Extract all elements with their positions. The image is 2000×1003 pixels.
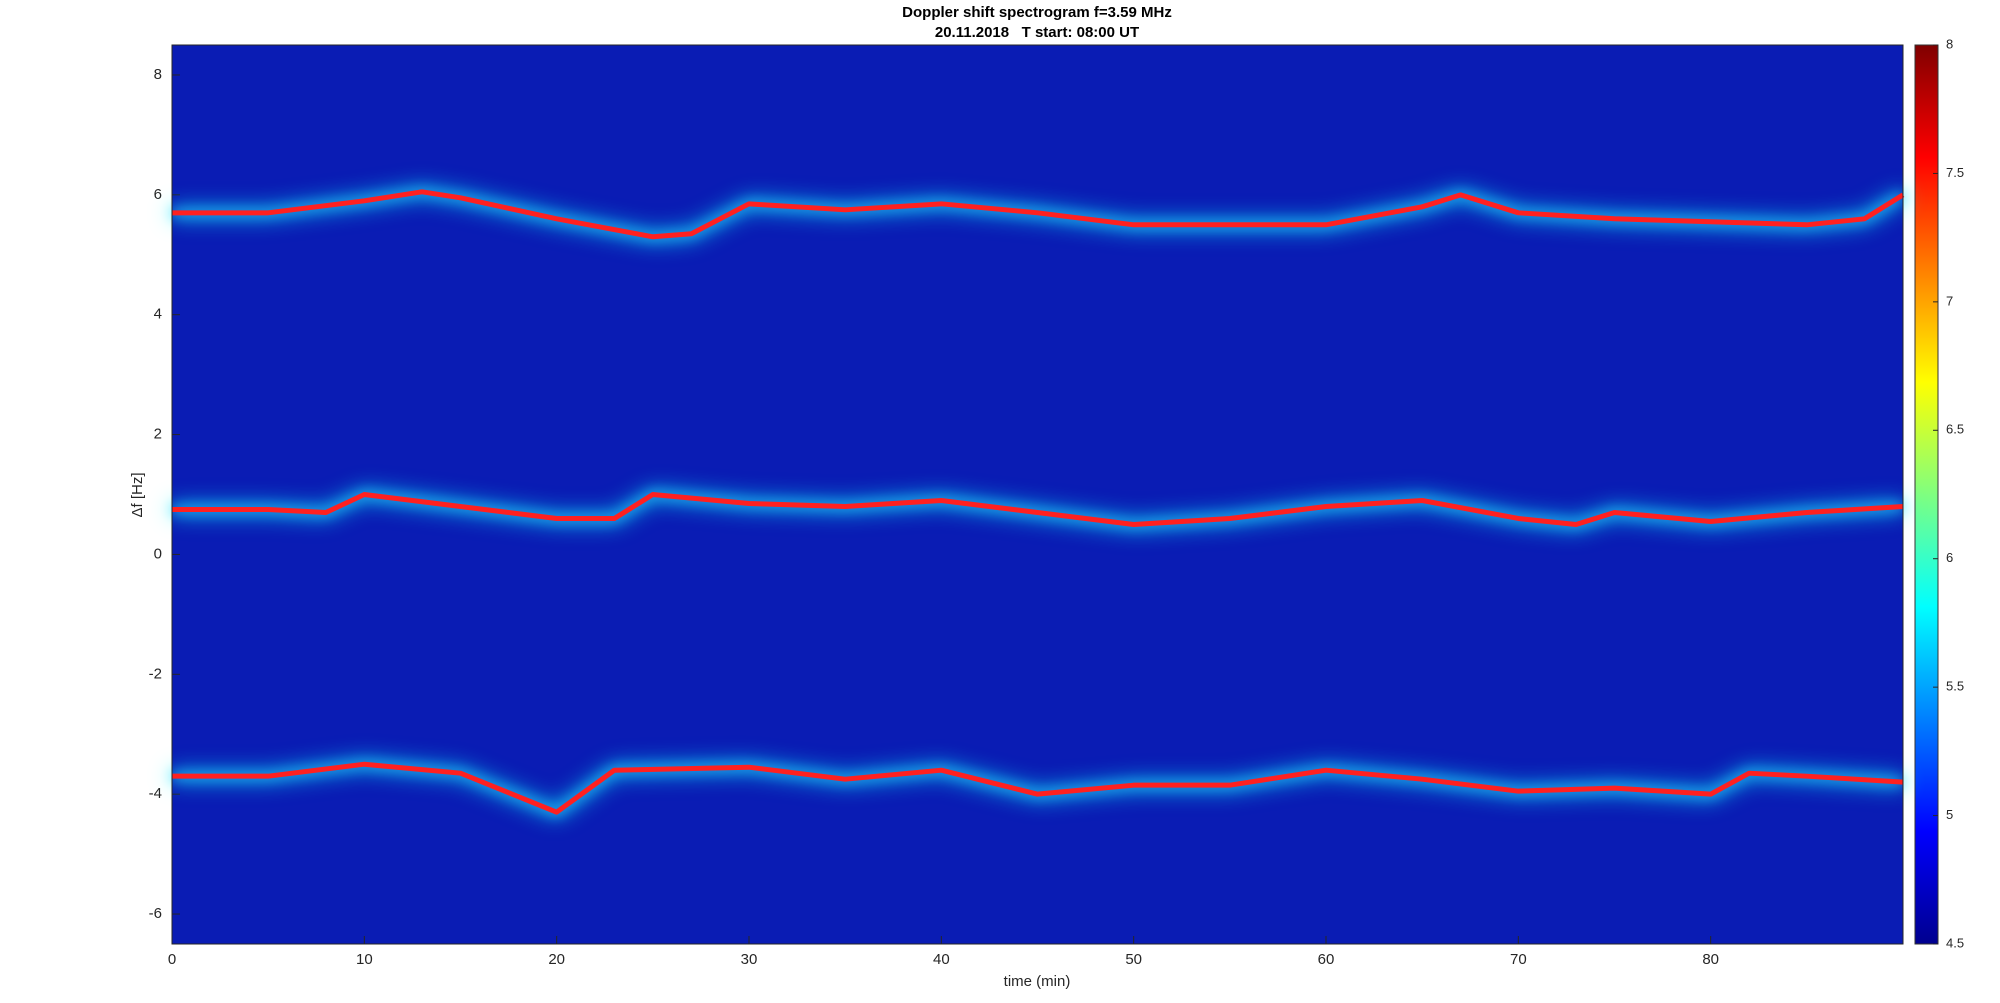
chart-subtitle: 20.11.2018 T start: 08:00 UT [935,24,1139,41]
doppler-trace [172,492,1904,527]
colorbar-tick-label: 4.5 [1946,935,1964,950]
y-tick-label: 6 [154,186,162,203]
colorbar-tick-label: 6 [1946,550,1953,565]
colorbar-tick-label: 8 [1946,36,1953,51]
x-tick-label: 10 [356,951,373,968]
colorbar-tick-label: 7.5 [1946,165,1964,180]
x-tick-label: 70 [1510,951,1527,968]
x-axis-label: time (min) [1004,973,1071,990]
plot-background [172,45,1903,944]
y-tick-label: 0 [154,545,162,562]
x-tick-label: 20 [548,951,565,968]
y-tick-label: -4 [149,785,162,802]
doppler-trace [172,761,1904,815]
doppler-trace [172,189,1905,240]
y-tick-label: 2 [154,426,162,443]
x-tick-label: 30 [741,951,758,968]
y-tick-label: -6 [149,905,162,922]
y-tick-label: -2 [149,665,162,682]
y-axis-label: Δf [Hz] [129,472,146,517]
colorbar-tick-label: 5.5 [1946,679,1964,694]
y-tick-label: 8 [154,66,162,83]
x-tick-label: 0 [168,951,176,968]
x-tick-label: 80 [1702,951,1719,968]
plot-frame [171,44,1904,945]
y-tick-label: 4 [154,306,162,323]
x-tick-label: 50 [1125,951,1142,968]
colorbar-tick-label: 7 [1946,293,1953,308]
x-tick-label: 60 [1318,951,1335,968]
colorbar [1914,44,1939,945]
colorbar-tick-label: 5 [1946,807,1953,822]
x-tick-label: 40 [933,951,950,968]
colorbar-tick-label: 6.5 [1946,422,1964,437]
chart-title: Doppler shift spectrogram f=3.59 MHz [902,4,1172,21]
